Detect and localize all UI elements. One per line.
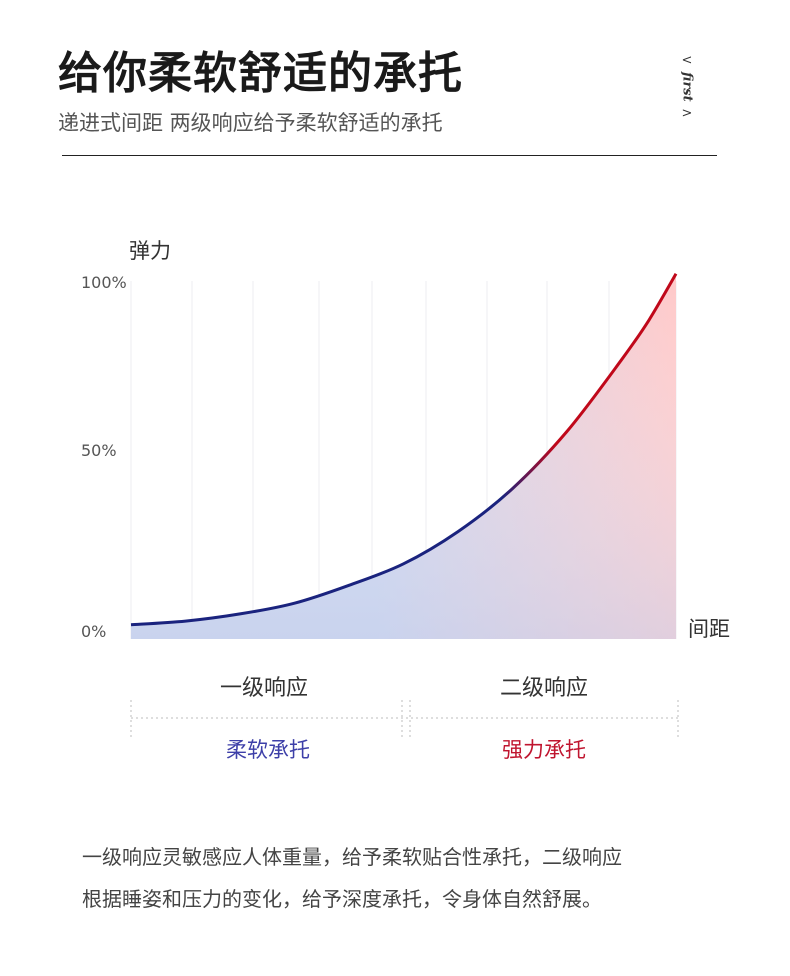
strong-support-label: 强力承托 [502, 738, 586, 762]
page-title: 给你柔软舒适的承托 [58, 48, 463, 99]
description: 一级响应灵敏感应人体重量，给予柔软贴合性承托，二级响应 根据睡姿和压力的变化，给… [82, 836, 722, 920]
description-line-1: 一级响应灵敏感应人体重量，给予柔软贴合性承托，二级响应 [82, 845, 622, 869]
first-level-label: 一级响应 [219, 676, 308, 701]
tag-close-bracket: > [681, 105, 693, 121]
elasticity-chart: 弹力 间距 100% 50% 0% [81, 239, 730, 738]
description-line-2: 根据睡姿和压力的变化，给予深度承托，令身体自然舒展。 [82, 887, 602, 911]
tag-open-bracket: < [681, 53, 693, 68]
soft-support-label: 柔软承托 [226, 738, 310, 762]
side-tag: < first > [679, 52, 695, 122]
y-tick-label-2: 0% [81, 622, 106, 641]
area-fade [131, 273, 676, 639]
header-divider [62, 155, 717, 156]
page-subtitle: 递进式间距 两级响应给予柔软舒适的承托 [58, 111, 443, 135]
tag-word: first [679, 72, 695, 102]
y-axis-label: 弹力 [129, 239, 171, 263]
y-tick-label-1: 50% [81, 441, 117, 460]
second-level-label: 二级响应 [499, 676, 588, 701]
x-axis-label: 间距 [688, 617, 730, 641]
y-tick-label-0: 100% [81, 273, 127, 292]
series-line [130, 273, 678, 627]
